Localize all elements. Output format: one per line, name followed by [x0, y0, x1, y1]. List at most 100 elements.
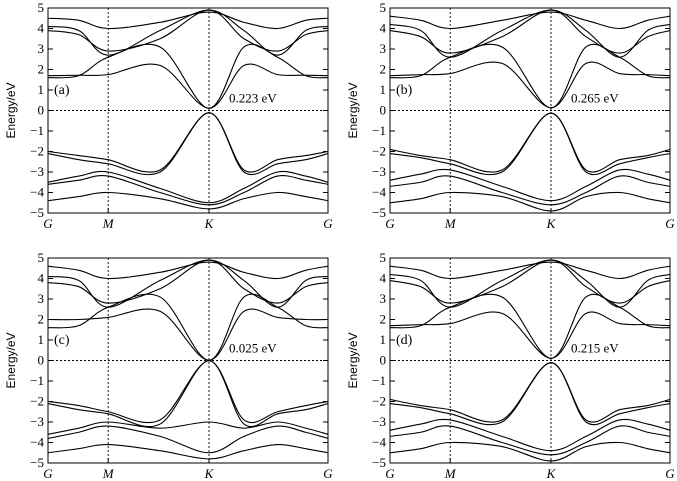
y-tick-label: −4 — [30, 185, 44, 200]
x-tick-label: M — [444, 216, 457, 231]
band-line — [48, 43, 328, 109]
panel-b: −5 −4 −3 −2 −1 0 1 2 3 4 5 G M K G Energy/eV (b) 0.265 eV — [346, 0, 675, 231]
band-line — [48, 63, 328, 109]
y-tick-label: −1 — [372, 373, 386, 388]
band-line — [390, 11, 670, 30]
band-line — [48, 175, 328, 206]
y-tick-label: 0 — [380, 103, 387, 118]
y-tick-label: −3 — [372, 164, 386, 179]
y-tick-label: 4 — [380, 21, 387, 36]
y-tick-label: −5 — [372, 455, 386, 470]
bands — [390, 259, 670, 462]
gap-annotation: 0.025 eV — [229, 340, 277, 355]
y-tick-label: 0 — [38, 353, 45, 368]
band-line — [390, 362, 670, 426]
panel-label: (c) — [54, 333, 70, 348]
panel-c: −5 −4 −3 −2 −1 0 1 2 3 4 5 G M K G Energy/eV (c) 0.025 eV — [4, 250, 333, 481]
y-tick-label: −1 — [30, 123, 44, 138]
band-line — [48, 9, 328, 56]
y-tick-label: −3 — [30, 164, 44, 179]
x-tick-label: G — [665, 466, 675, 481]
x-tick-label: K — [204, 216, 215, 231]
panel-d: −5 −4 −3 −2 −1 0 1 2 3 4 5 G M K G Energy/eV (d) 0.215 eV — [346, 250, 675, 481]
y-axis-label: Energy/eV — [346, 332, 360, 388]
bands — [48, 9, 328, 210]
band-line — [48, 261, 328, 280]
band-line — [390, 418, 670, 452]
y-axis-label: Energy/eV — [4, 82, 18, 138]
y-tick-label: 2 — [38, 62, 45, 77]
y-tick-label: −1 — [30, 373, 44, 388]
panel-label: (b) — [396, 83, 413, 98]
y-tick-label: −2 — [30, 144, 44, 159]
band-line — [48, 360, 328, 424]
y-tick-label: 5 — [38, 0, 45, 15]
y-tick-label: 1 — [38, 82, 45, 97]
x-tick-label: G — [43, 216, 53, 231]
band-line — [48, 421, 328, 435]
bands — [390, 9, 670, 212]
x-tick-label: G — [385, 466, 395, 481]
band-line — [390, 168, 670, 202]
y-tick-label: −4 — [372, 185, 386, 200]
x-tick-label: M — [444, 466, 457, 481]
y-tick-label: −4 — [30, 435, 44, 450]
band-line — [48, 170, 328, 204]
band-line — [390, 261, 670, 280]
band-line — [48, 11, 328, 30]
y-tick-label: −4 — [372, 435, 386, 450]
y-tick-label: −2 — [30, 394, 44, 409]
y-tick-label: −2 — [372, 394, 386, 409]
y-tick-label: 0 — [38, 103, 45, 118]
x-tick-label: K — [546, 216, 557, 231]
y-tick-label: 3 — [380, 41, 387, 56]
band-line — [390, 425, 670, 456]
band-line — [48, 308, 328, 361]
y-tick-label: −3 — [372, 414, 386, 429]
band-line — [390, 112, 670, 173]
y-tick-label: −5 — [30, 455, 44, 470]
x-tick-label: M — [102, 466, 115, 481]
y-tick-label: 1 — [380, 332, 387, 347]
y-tick-label: 5 — [38, 250, 45, 265]
band-line — [390, 259, 670, 308]
x-tick-label: G — [323, 216, 333, 231]
x-tick-label: G — [43, 466, 53, 481]
band-line — [390, 112, 670, 176]
gap-annotation: 0.215 eV — [571, 340, 619, 355]
panel-a: −5 −4 −3 −2 −1 0 1 2 3 4 5 G M K G Energy/eV (a) 0.223 eV — [4, 0, 333, 231]
band-line — [390, 362, 670, 423]
band-line — [390, 43, 670, 109]
y-tick-label: 4 — [38, 21, 45, 36]
band-line — [390, 61, 670, 109]
y-tick-label: −5 — [30, 205, 44, 220]
y-axis-label: Energy/eV — [346, 82, 360, 138]
panel-label: (a) — [54, 83, 70, 98]
band-line — [48, 425, 328, 454]
bands — [48, 259, 328, 460]
y-tick-label: −5 — [372, 205, 386, 220]
y-tick-label: −2 — [372, 144, 386, 159]
gap-annotation: 0.265 eV — [571, 90, 619, 105]
band-line — [390, 311, 670, 359]
x-tick-label: M — [102, 216, 115, 231]
band-line — [48, 293, 328, 361]
gap-annotation: 0.223 eV — [229, 90, 277, 105]
y-tick-label: 1 — [38, 332, 45, 347]
y-tick-label: −1 — [372, 123, 386, 138]
y-tick-label: −3 — [30, 414, 44, 429]
x-tick-label: K — [546, 466, 557, 481]
x-tick-label: G — [323, 466, 333, 481]
y-tick-label: 3 — [380, 291, 387, 306]
band-line — [390, 293, 670, 359]
band-line — [390, 9, 670, 58]
band-line — [48, 112, 328, 173]
band-line — [390, 191, 670, 212]
x-tick-label: K — [204, 466, 215, 481]
y-tick-label: 4 — [380, 271, 387, 286]
band-line — [48, 112, 328, 176]
y-tick-label: 0 — [380, 353, 387, 368]
y-tick-label: 3 — [38, 41, 45, 56]
band-line — [390, 441, 670, 462]
